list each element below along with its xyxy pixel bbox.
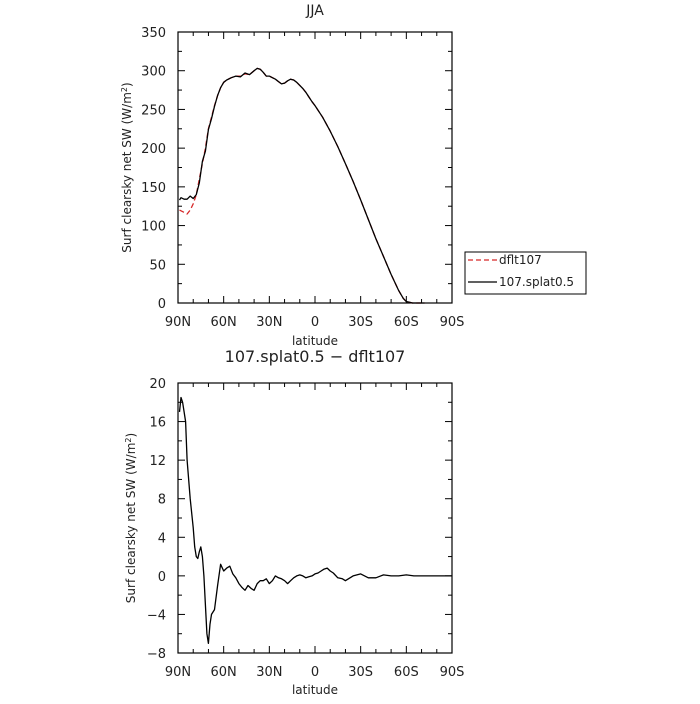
x-tick-label: 90N xyxy=(165,665,191,680)
x-tick-label: 90N xyxy=(165,315,191,330)
x-tick-label: 30N xyxy=(256,315,282,330)
x-tick-label: 90S xyxy=(440,665,465,680)
y-tick-label: 100 xyxy=(141,220,166,235)
y-axis-label-close: ) xyxy=(120,82,134,87)
chart-title: JJA xyxy=(305,3,324,19)
x-tick-label: 90S xyxy=(440,315,465,330)
series-line-1 xyxy=(178,67,425,304)
top-panel: 90N 60N 30N 0 30S 60S 90S 0 50 100 150 200 250 300 350… xyxy=(120,3,465,348)
x-tick-label: 60N xyxy=(211,315,237,330)
chart-title: 107.splat0.5 − dflt107 xyxy=(225,347,406,366)
y-axis-label: Surf clearsky net SW (W/m2) xyxy=(124,433,139,603)
plot-frame xyxy=(177,31,453,304)
y-tick-label: −8 xyxy=(147,647,166,662)
y-axis-label: Surf clearsky net SW (W/m2) xyxy=(120,82,135,252)
x-tick-label: 0 xyxy=(311,315,319,330)
y-axis-label-main: Surf clearsky net SW (W/m xyxy=(120,92,134,253)
y-tick-label: 200 xyxy=(141,142,166,157)
x-tick-label: 60S xyxy=(394,315,419,330)
x-tick-label: 30S xyxy=(348,315,373,330)
y-tick-label: 150 xyxy=(141,181,166,196)
x-tick-label: 60S xyxy=(394,665,419,680)
y-axis-label-superscript: 2 xyxy=(124,438,133,443)
y-tick-label: 50 xyxy=(149,258,166,273)
y-tick-label: 4 xyxy=(158,531,166,546)
x-axis-label: latitude xyxy=(292,683,338,697)
x-tick-label: 60N xyxy=(211,665,237,680)
bottom-panel: 90N 60N 30N 0 30S 60S 90S −8 −4 0 4 8 12 16 20 107.spla… xyxy=(124,347,465,697)
y-tick-label: 0 xyxy=(158,297,166,312)
y-tick-label: 350 xyxy=(141,26,166,41)
y-tick-label: 16 xyxy=(149,416,166,431)
y-tick-label: 12 xyxy=(149,454,166,469)
x-tick-label: 30S xyxy=(348,665,373,680)
x-tick-label: 0 xyxy=(311,665,319,680)
x-axis-label: latitude xyxy=(292,334,338,348)
plot-frame xyxy=(177,382,453,654)
y-tick-label: 0 xyxy=(158,570,166,585)
y-tick-label: 300 xyxy=(141,65,166,80)
y-axis-label-main: Surf clearsky net SW (W/m xyxy=(124,443,138,604)
series-line-0 xyxy=(178,396,452,645)
legend-label-1: 107.splat0.5 xyxy=(499,275,574,289)
legend: dflt107 107.splat0.5 xyxy=(464,251,587,295)
y-axis-label-close: ) xyxy=(124,433,138,438)
legend-box xyxy=(464,251,587,295)
x-tick-label: 30N xyxy=(256,665,282,680)
y-axis-label-superscript: 2 xyxy=(120,87,129,92)
y-tick-label: 20 xyxy=(149,377,166,392)
y-tick-label: 250 xyxy=(141,103,166,118)
y-tick-label: −4 xyxy=(147,608,166,623)
legend-label-0: dflt107 xyxy=(499,253,542,267)
y-tick-label: 8 xyxy=(158,493,166,508)
